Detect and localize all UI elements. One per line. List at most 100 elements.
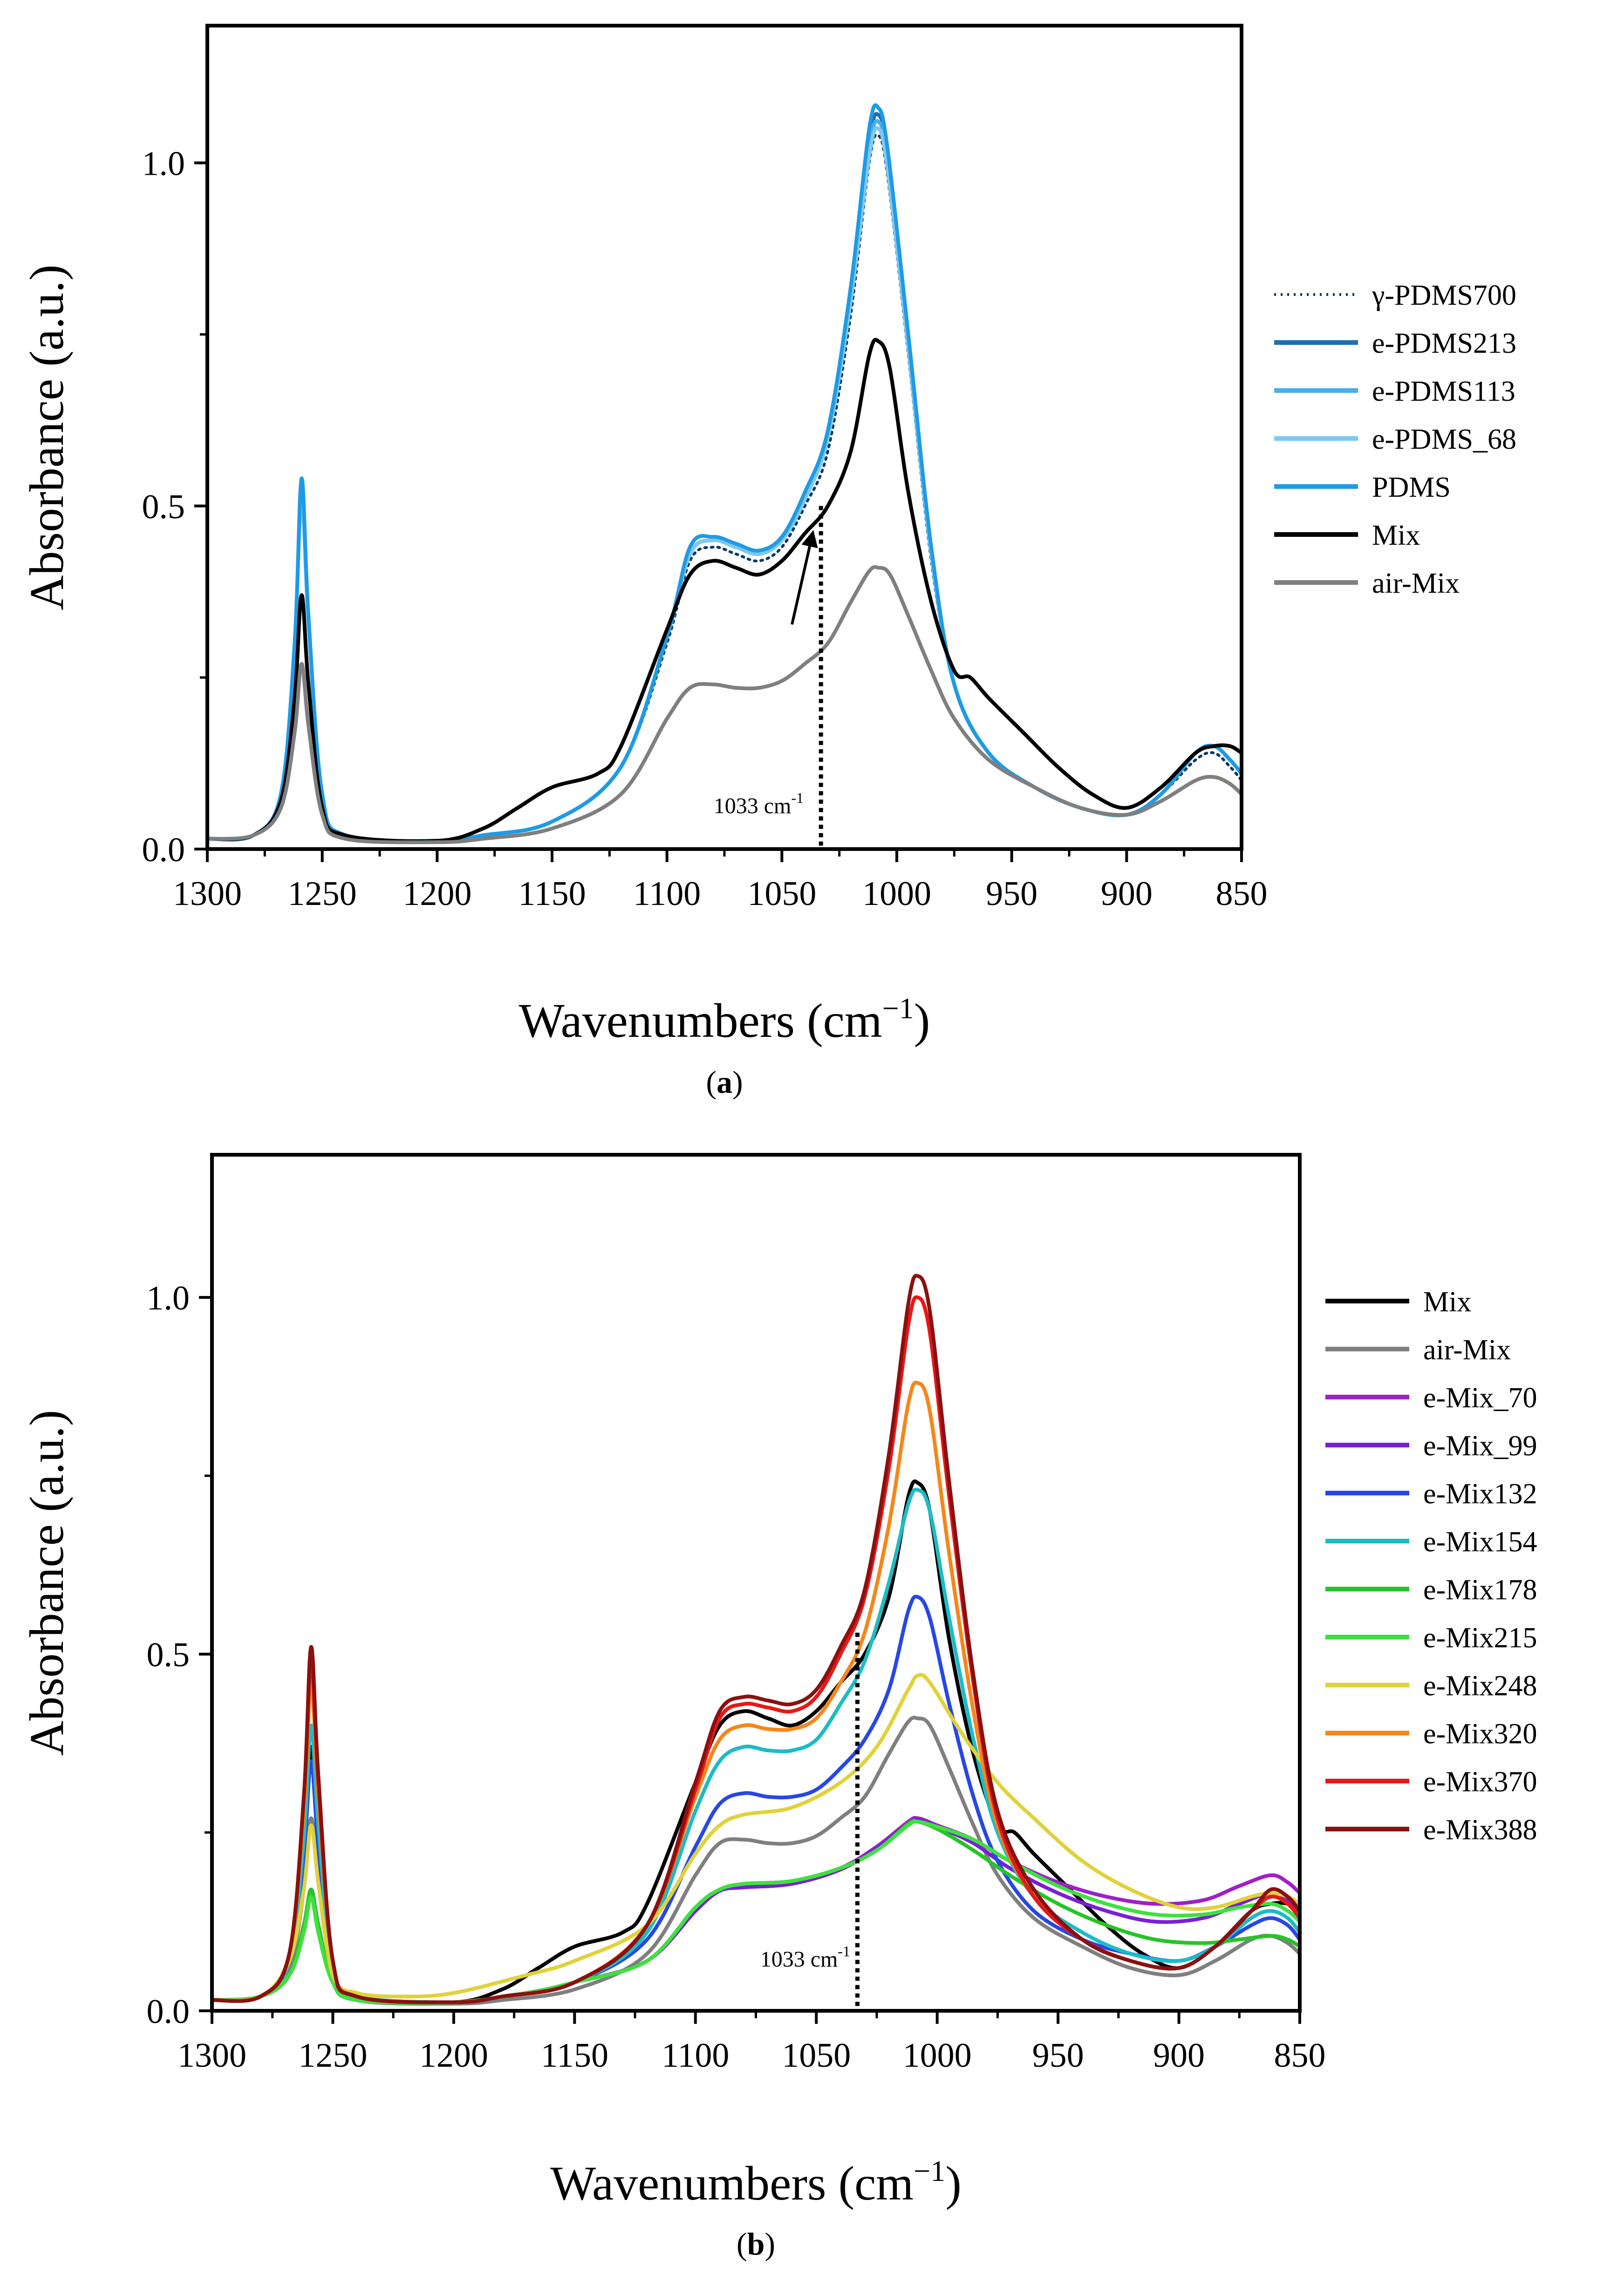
legend-item-e-mix215: e-Mix215 [1325, 1622, 1537, 1654]
legend-label: e-Mix_99 [1423, 1430, 1537, 1462]
x-tick-label: 1050 [747, 875, 816, 913]
y-tick-label: 0.5 [147, 1636, 190, 1674]
legend-label: e-PDMS213 [1372, 328, 1516, 359]
x-tick-label: 1150 [518, 875, 586, 913]
legend-label: e-Mix388 [1423, 1814, 1537, 1846]
series-lines [207, 103, 1242, 844]
legend-label: e-Mix132 [1423, 1478, 1537, 1510]
x-tick-label: 1250 [288, 875, 357, 913]
legend-label: e-Mix320 [1423, 1718, 1537, 1750]
x-axis-ticks: 1300 1250 1200 1150 1100 1050 1000 950 900 850 [177, 2011, 1326, 2075]
legend-item-e-mix388: e-Mix388 [1325, 1814, 1537, 1846]
legend-item-e-pdms113: e-PDMS113 [1274, 376, 1515, 407]
x-tick-label: 1250 [298, 2036, 367, 2075]
legend-label: air-Mix [1372, 568, 1460, 599]
legend-label: Mix [1372, 520, 1420, 551]
series-line-e-mix320 [212, 1380, 1300, 2004]
legend-item-pdms700: γ-PDMS700 [1274, 280, 1516, 311]
x-tick-label: 900 [1153, 2036, 1205, 2075]
chart-panel-a: 1033 cm-1 1300 1250 1200 1150 1100 1050 1000 95… [20, 24, 1516, 1100]
legend-item-e-mix248: e-Mix248 [1325, 1670, 1537, 1702]
series-line-pdms700 [207, 133, 1242, 843]
legend-label: PDMS [1372, 472, 1451, 503]
y-tick-label: 0.0 [147, 1993, 190, 2031]
legend-item-e-mix132: e-Mix132 [1325, 1478, 1537, 1510]
x-tick-label: 900 [1101, 875, 1153, 913]
series-line-air-mix [207, 565, 1242, 844]
series-line-e-pdms113 [207, 119, 1242, 843]
annotation-1033: 1033 cm-1 [760, 1632, 860, 2011]
annotation-arrow [791, 530, 818, 625]
legend-item-mix: Mix [1274, 520, 1420, 551]
x-axis-title: Wavenumbers (cm−1) [519, 992, 930, 1048]
legend-item-mix: Mix [1325, 1286, 1471, 1318]
x-tick-label: 1100 [633, 875, 701, 913]
legend-item-air-mix: air-Mix [1274, 568, 1460, 599]
annotation-1033: 1033 cm-1 [714, 506, 823, 849]
y-axis-title: Absorbance (a.u.) [20, 1410, 74, 1755]
legend-label: γ-PDMS700 [1372, 280, 1516, 311]
series-lines [212, 1274, 1300, 2006]
x-tick-label: 1100 [662, 2036, 729, 2075]
x-tick-label: 1200 [403, 875, 471, 913]
x-tick-label: 950 [986, 875, 1037, 913]
x-tick-label: 1150 [541, 2036, 608, 2075]
series-line-mix [212, 1479, 1300, 2005]
legend-label: e-PDMS_68 [1372, 424, 1516, 455]
legend: γ-PDMS700 e-PDMS213 e-PDMS113 e-PDMS_68 PDMS… [1274, 280, 1516, 599]
legend-item-e-pdms213: e-PDMS213 [1274, 328, 1516, 359]
y-axis-ticks: 0.0 0.5 1.0 [142, 145, 207, 869]
legend-label: e-PDMS113 [1372, 376, 1515, 407]
legend-item-e-mix154: e-Mix154 [1325, 1526, 1537, 1558]
legend-item-e-mix320: e-Mix320 [1325, 1718, 1537, 1750]
y-tick-label: 0.5 [142, 488, 185, 526]
legend-item-air-mix: air-Mix [1325, 1334, 1511, 1366]
legend-label: e-Mix_70 [1423, 1382, 1537, 1414]
legend-label: Mix [1423, 1286, 1471, 1318]
series-line-e-mix248 [212, 1672, 1300, 2002]
y-tick-label: 1.0 [147, 1279, 190, 1317]
series-line-e-mix370 [212, 1295, 1300, 2004]
legend: Mix air-Mix e-Mix_70 e-Mix_99 e-Mix132 e-Mix1… [1325, 1286, 1537, 1846]
plot-frame [205, 24, 1243, 851]
x-tick-label: 1000 [862, 875, 931, 913]
series-line-mix [207, 338, 1242, 843]
series-line-e-mix154 [212, 1487, 1300, 2004]
legend-label: air-Mix [1423, 1334, 1511, 1366]
series-line-pdms [207, 103, 1242, 843]
series-line-e-pdms213 [207, 112, 1242, 843]
legend-item-e-mix-99: e-Mix_99 [1325, 1430, 1537, 1462]
x-tick-label: 1200 [419, 2036, 488, 2075]
legend-label: e-Mix154 [1423, 1526, 1537, 1558]
legend-item-e-pdms-68: e-PDMS_68 [1274, 424, 1516, 455]
legend-item-e-mix-70: e-Mix_70 [1325, 1382, 1537, 1414]
legend-item-pdms: PDMS [1274, 472, 1451, 503]
legend-label: e-Mix248 [1423, 1670, 1537, 1702]
y-axis-ticks: 0.0 0.5 1.0 [147, 1279, 212, 2031]
x-tick-label: 850 [1274, 2036, 1326, 2075]
y-axis-title: Absorbance (a.u.) [20, 264, 74, 610]
x-tick-label: 1000 [903, 2036, 972, 2075]
legend-item-e-mix370: e-Mix370 [1325, 1766, 1537, 1798]
legend-label: e-Mix370 [1423, 1766, 1537, 1798]
annotation-label: 1033 cm-1 [714, 789, 804, 818]
series-line-e-mix132 [212, 1595, 1300, 2004]
x-axis-title: Wavenumbers (cm−1) [550, 2154, 962, 2210]
x-tick-label: 1050 [782, 2036, 851, 2075]
y-tick-label: 0.0 [142, 831, 185, 869]
x-tick-label: 950 [1032, 2036, 1084, 2075]
series-line-e-mix215 [212, 1819, 1300, 2005]
x-tick-label: 1300 [173, 875, 242, 913]
legend-item-e-mix178: e-Mix178 [1325, 1574, 1537, 1606]
series-line-e-mix388 [212, 1274, 1300, 2004]
legend-label: e-Mix215 [1423, 1622, 1537, 1654]
chart-panel-b: 1033 cm-1 1300 1250 1200 1150 1100 1050 1000 95… [20, 1153, 1537, 2262]
x-tick-label: 850 [1216, 875, 1268, 913]
legend-label: e-Mix178 [1423, 1574, 1537, 1606]
panel-caption: (a) [706, 1064, 743, 1100]
panel-caption: (b) [737, 2226, 775, 2262]
x-axis-ticks: 1300 1250 1200 1150 1100 1050 1000 950 900 850 [173, 849, 1268, 913]
y-tick-label: 1.0 [142, 145, 185, 183]
x-tick-label: 1300 [177, 2036, 246, 2075]
